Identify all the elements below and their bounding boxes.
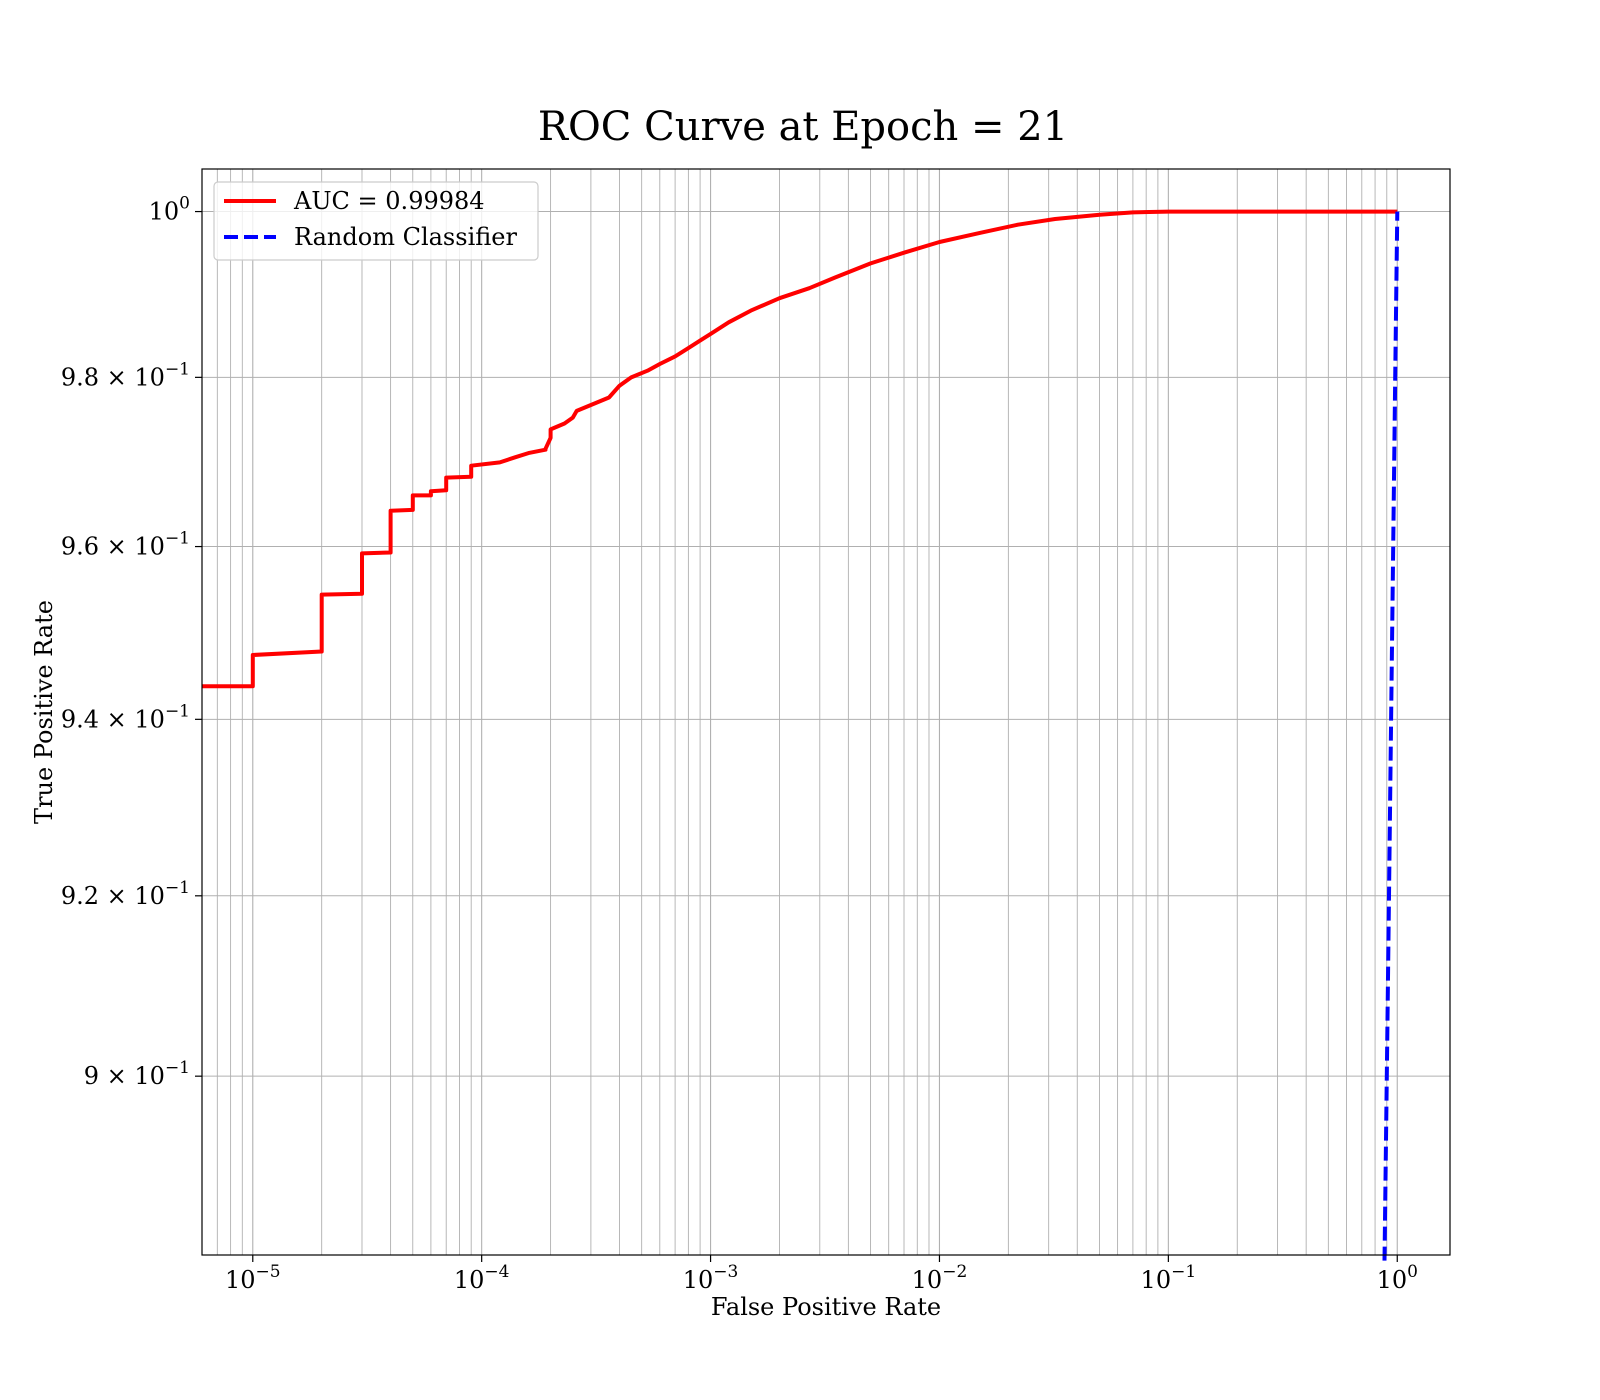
grid (201, 169, 1450, 1255)
x-tick-label: 100 (1377, 1262, 1418, 1294)
random-classifier-line (1382, 211, 1400, 1261)
series-lines (202, 209, 1400, 1261)
y-axis-label: True Positive Rate (30, 600, 58, 824)
y-tick-label: 100 (149, 194, 190, 226)
plot-frame (201, 168, 1451, 1256)
x-tick-label: 10−3 (683, 1262, 739, 1294)
y-axis-ticks: 100 9.8 × 10−1 9.6 × 10−1 9.4 × 10−1 9.2 × 1… (61, 194, 202, 1090)
roc-curve-line (202, 209, 1398, 689)
legend-label-auc: AUC = 0.99984 (293, 187, 485, 215)
y-tick-label: 9 × 10−1 (84, 1058, 190, 1090)
legend-label-random: Random Classifier (294, 223, 517, 251)
legend: AUC = 0.99984 Random Classifier (213, 181, 539, 261)
legend-box (213, 181, 539, 261)
plot-area (202, 169, 1450, 1255)
x-axis-label: False Positive Rate (711, 1293, 941, 1321)
x-tick-label: 10−5 (225, 1262, 281, 1294)
x-tick-label: 10−1 (1141, 1262, 1197, 1294)
y-tick-label: 9.4 × 10−1 (61, 701, 190, 733)
x-tick-label: 10−4 (454, 1262, 510, 1294)
x-tick-label: 10−2 (912, 1262, 968, 1294)
x-axis-ticks: 10−5 10−4 10−3 10−2 10−1 100 (225, 1255, 1418, 1294)
y-tick-label: 9.6 × 10−1 (61, 529, 190, 561)
chart-title: ROC Curve at Epoch = 21 (538, 104, 1068, 150)
y-tick-label: 9.8 × 10−1 (61, 359, 190, 391)
y-tick-label: 9.2 × 10−1 (61, 878, 190, 910)
